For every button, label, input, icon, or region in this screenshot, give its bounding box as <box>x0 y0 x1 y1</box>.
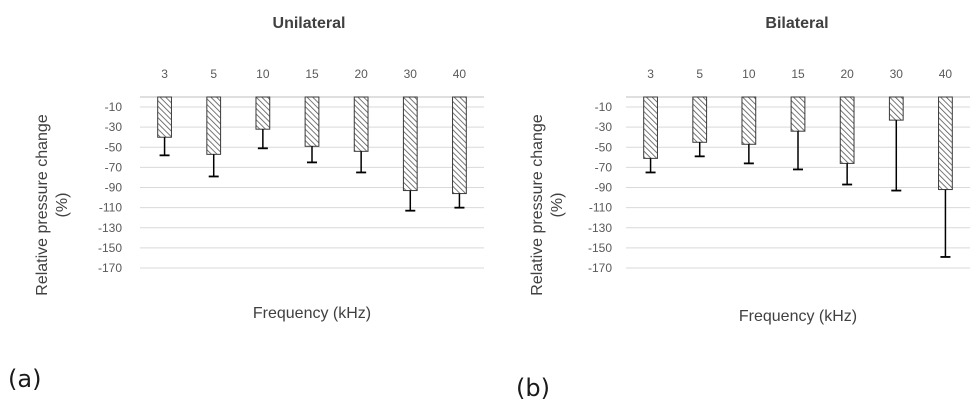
bar <box>452 96 467 195</box>
bar <box>839 96 855 164</box>
x-tick-label: 5 <box>696 67 703 81</box>
bar <box>692 96 708 143</box>
bar <box>402 96 418 192</box>
y-axis-label-line: (%) <box>549 193 566 218</box>
y-tick-label: -30 <box>595 120 613 134</box>
x-tick-label: 20 <box>354 67 368 81</box>
y-tick-label: -10 <box>595 100 613 114</box>
x-tick-label: 30 <box>890 67 904 81</box>
y-tick-label: -150 <box>98 241 122 255</box>
y-axis-label-line: Relative pressure change <box>529 114 546 296</box>
x-tick-label: 10 <box>742 67 756 81</box>
x-tick-label: 30 <box>404 67 418 81</box>
bar <box>157 96 172 138</box>
bar <box>790 96 806 132</box>
x-tick-label: 5 <box>210 67 217 81</box>
x-axis-label: Frequency (kHz) <box>739 308 857 325</box>
bar <box>304 96 320 147</box>
y-tick-label: -50 <box>595 140 613 154</box>
y-tick-label: -170 <box>98 261 122 275</box>
y-tick-label: -70 <box>595 160 613 174</box>
panel-label-b: (b) <box>516 374 550 402</box>
x-tick-label: 10 <box>256 67 270 81</box>
chart-unilateral: Unilateral -10 -30 -50 -70 -90 -110 -130 -150 -17… <box>34 15 484 322</box>
chart-bilateral: Bilateral -10 -30 -50 -70 -90 -110 -130 -150 -170… <box>529 15 970 325</box>
bar <box>255 96 271 130</box>
y-tick-label: -150 <box>588 241 612 255</box>
x-tick-label: 20 <box>840 67 854 81</box>
y-axis-label: Relative pressure change (%) <box>34 114 71 296</box>
y-tick-label: -90 <box>105 181 123 195</box>
y-tick-label: -130 <box>98 221 122 235</box>
bar <box>741 96 757 145</box>
y-tick-label: -30 <box>105 120 123 134</box>
chart-title: Unilateral <box>273 15 346 32</box>
x-tick-label: 40 <box>453 67 467 81</box>
panel-label-a: (a) <box>8 365 42 393</box>
y-tick-label: -70 <box>105 160 123 174</box>
y-axis-label: Relative pressure change (%) <box>529 114 566 296</box>
y-axis-label-line: Relative pressure change <box>34 114 51 296</box>
bar <box>643 96 658 159</box>
y-tick-label: -170 <box>588 261 612 275</box>
bar <box>888 96 904 121</box>
x-tick-label: 15 <box>305 67 319 81</box>
chart-title: Bilateral <box>765 15 828 32</box>
bar <box>206 96 222 155</box>
x-tick-label: 3 <box>647 67 654 81</box>
y-tick-label: -10 <box>105 100 123 114</box>
y-tick-label: -130 <box>588 221 612 235</box>
x-tick-label: 15 <box>791 67 805 81</box>
y-tick-label: -110 <box>589 201 612 215</box>
x-tick-label: 3 <box>161 67 168 81</box>
x-tick-label: 40 <box>939 67 953 81</box>
y-tick-label: -50 <box>105 140 123 154</box>
y-tick-label: -110 <box>99 201 122 215</box>
x-axis-label: Frequency (kHz) <box>253 305 371 322</box>
y-tick-label: -90 <box>595 181 613 195</box>
bar <box>938 96 953 191</box>
bar <box>353 96 369 152</box>
y-axis-label-line: (%) <box>54 193 71 218</box>
